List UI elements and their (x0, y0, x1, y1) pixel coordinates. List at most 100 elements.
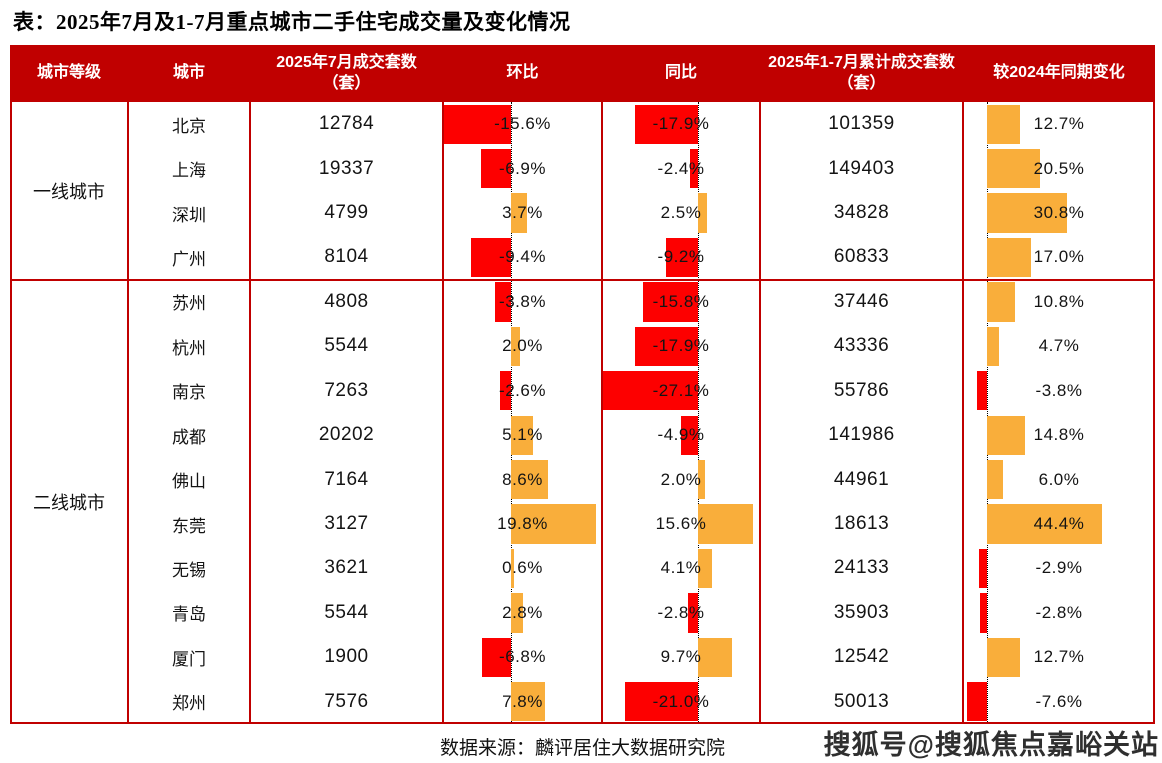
mom-value: -3.8% (499, 291, 546, 311)
vs2024-bar (987, 282, 1016, 322)
vs2024-value: -2.8% (1035, 602, 1083, 622)
yoy-value: -17.9% (652, 114, 710, 134)
july-units-cell: 3621 (324, 557, 369, 579)
mom-bar (511, 504, 597, 544)
table-row: 上海 19337 149403 -6.9% -2.4% 20.5% (10, 146, 1155, 190)
tier-cell-tier1: 一线城市 (33, 181, 105, 202)
vs2024-bar (987, 104, 1021, 144)
yoy-bar (698, 193, 707, 233)
city-cell: 杭州 (172, 338, 206, 358)
table-row: 广州 8104 60833 -9.4% -9.2% 17.0% (10, 235, 1155, 279)
mom-bar (481, 637, 511, 678)
july-units-cell: 12784 (318, 113, 375, 135)
mom-bar (494, 282, 511, 322)
column-divider (127, 102, 129, 724)
yoy-bar (665, 237, 698, 278)
vs2024-value: 30.8% (1033, 203, 1085, 223)
table-body: 北京 12784 101359 -15.6% -17.9% 12.7% 上海 19337 149… (10, 102, 1155, 724)
city-cell: 厦门 (172, 649, 206, 669)
city-cell: 苏州 (172, 294, 206, 314)
mom-bar (511, 459, 548, 500)
vs2024-bar (987, 148, 1041, 189)
yoy-value: -4.9% (657, 425, 705, 445)
yoy-bar (698, 504, 753, 544)
july-units-cell: 7576 (324, 690, 369, 712)
bar-baseline (698, 102, 699, 724)
city-cell: 东莞 (172, 516, 206, 536)
col-header-yoy: 同比 (664, 64, 697, 82)
tier-divider (10, 278, 1155, 281)
vs2024-bar (987, 504, 1103, 544)
table-row: 厦门 1900 12542 -6.8% 9.7% 12.7% (10, 635, 1155, 679)
watermark: 搜狐号@搜狐焦点嘉峪关站 (823, 730, 1159, 760)
yoy-bar (642, 282, 698, 322)
cumulative-units-cell: 141986 (828, 424, 895, 446)
yoy-value: -17.9% (652, 336, 710, 356)
vs2024-bar (987, 237, 1032, 278)
mom-bar (511, 193, 527, 233)
yoy-value: -27.1% (652, 380, 710, 400)
cumulative-units-cell: 35903 (833, 601, 890, 623)
cumulative-units-cell: 149403 (828, 157, 895, 179)
yoy-bar (698, 637, 732, 678)
cumulative-units-cell: 34828 (833, 202, 890, 224)
cumulative-units-cell: 18613 (833, 513, 890, 535)
vs2024-value: 14.8% (1033, 425, 1085, 445)
mom-bar (511, 326, 520, 367)
table-header: 城市等级 城市 2025年7月成交套数（套） 环比 同比 2025年1-7月累计… (10, 45, 1155, 102)
table-row: 杭州 5544 43336 2.0% -17.9% 4.7% (10, 324, 1155, 368)
col-header-vs-2024: 较2024年同期变化 (993, 64, 1125, 82)
yoy-bar (688, 593, 698, 633)
yoy-value: -21.0% (652, 691, 710, 711)
vs2024-bar (967, 682, 987, 722)
vs2024-value: -7.6% (1035, 691, 1083, 711)
yoy-bar (635, 104, 698, 144)
table-row: 苏州 4808 37446 -3.8% -15.8% 10.8% (10, 280, 1155, 324)
mom-bar (499, 371, 511, 411)
july-units-cell: 19337 (318, 157, 375, 179)
vs2024-value: 12.7% (1033, 114, 1085, 134)
mom-value: 19.8% (497, 514, 548, 534)
col-header-july-units: 2025年7月成交套数（套） (276, 53, 417, 92)
vs2024-value: 6.0% (1038, 469, 1080, 489)
col-header-city-tier: 城市等级 (36, 64, 101, 82)
page-title: 表：2025年7月及1-7月重点城市二手住宅成交量及变化情况 (13, 10, 571, 34)
cumulative-units-cell: 24133 (833, 557, 890, 579)
table-row: 郑州 7576 50013 7.8% -21.0% -7.6% (10, 680, 1155, 724)
yoy-value: -2.4% (657, 158, 705, 178)
mom-bar (511, 548, 514, 589)
cumulative-units-cell: 55786 (833, 379, 890, 401)
table-row: 北京 12784 101359 -15.6% -17.9% 12.7% (10, 102, 1155, 146)
mom-bar (443, 104, 511, 144)
mom-bar (511, 593, 524, 633)
cumulative-units-cell: 12542 (833, 646, 890, 668)
july-units-cell: 4799 (324, 202, 369, 224)
mom-value: 5.1% (502, 425, 543, 445)
vs2024-bar (987, 637, 1021, 678)
july-units-cell: 7263 (324, 379, 369, 401)
vs2024-value: -3.8% (1035, 380, 1083, 400)
column-divider (601, 102, 603, 724)
tier-cell-tier2: 二线城市 (33, 492, 105, 513)
column-divider (249, 102, 251, 724)
bar-baseline (987, 102, 988, 724)
yoy-value: -15.8% (652, 291, 710, 311)
cumulative-units-cell: 43336 (833, 335, 890, 357)
yoy-value: 2.5% (660, 203, 702, 223)
city-cell: 广州 (172, 249, 206, 269)
table-row: 深圳 4799 34828 3.7% 2.5% 30.8% (10, 191, 1155, 235)
yoy-bar (698, 548, 713, 589)
mom-value: -6.9% (499, 158, 546, 178)
july-units-cell: 5544 (324, 601, 369, 623)
column-divider (962, 102, 964, 724)
vs2024-value: 12.7% (1033, 647, 1085, 667)
cumulative-units-cell: 37446 (833, 290, 890, 312)
vs2024-bar (987, 193, 1068, 233)
july-units-cell: 20202 (318, 424, 375, 446)
mom-value: -15.6% (494, 114, 551, 134)
city-cell: 青岛 (172, 605, 206, 625)
table-border-bottom (10, 722, 1155, 724)
yoy-bar (624, 682, 698, 722)
cumulative-units-cell: 50013 (833, 690, 890, 712)
